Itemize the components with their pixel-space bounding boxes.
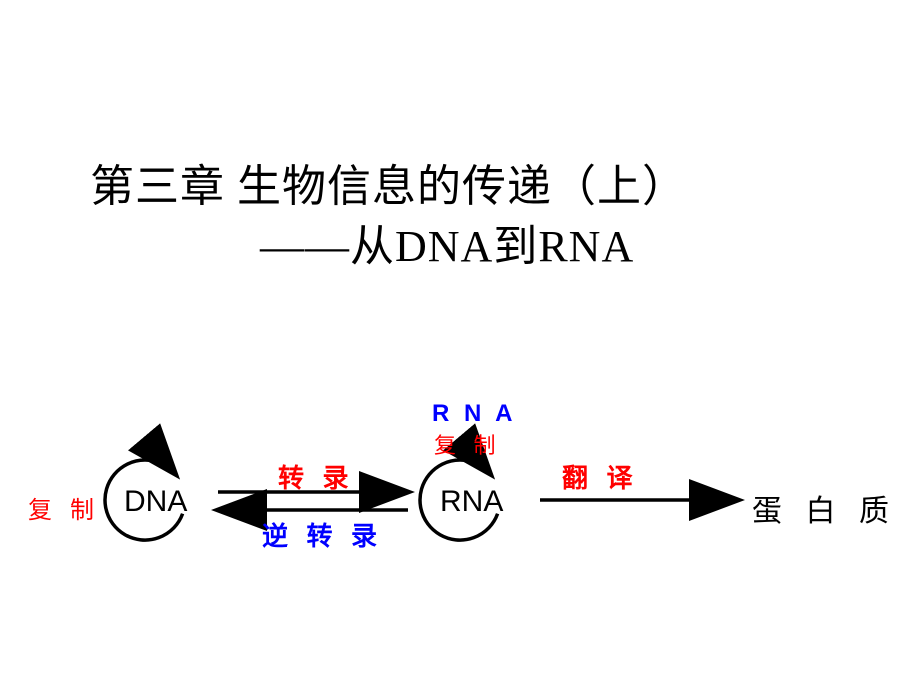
transcription-label: 转 录	[278, 458, 355, 495]
rna-replication-label: 复 制	[434, 428, 502, 460]
node-rna-label: RNA	[440, 485, 503, 519]
node-dna-label: DNA	[124, 485, 187, 519]
translation-label: 翻 译	[562, 458, 639, 495]
node-protein-label: 蛋 白 质	[752, 486, 897, 530]
rna-top-label: R N A	[432, 400, 516, 428]
reverse-transcription-label: 逆 转 录	[262, 516, 383, 553]
dna-replication-label: 复 制	[28, 490, 100, 525]
diagram-svg	[0, 0, 920, 690]
slide-canvas: 第三章 生物信息的传递（上） ——从DNA到RNA DNA RNA 蛋 白 质 …	[0, 0, 920, 690]
